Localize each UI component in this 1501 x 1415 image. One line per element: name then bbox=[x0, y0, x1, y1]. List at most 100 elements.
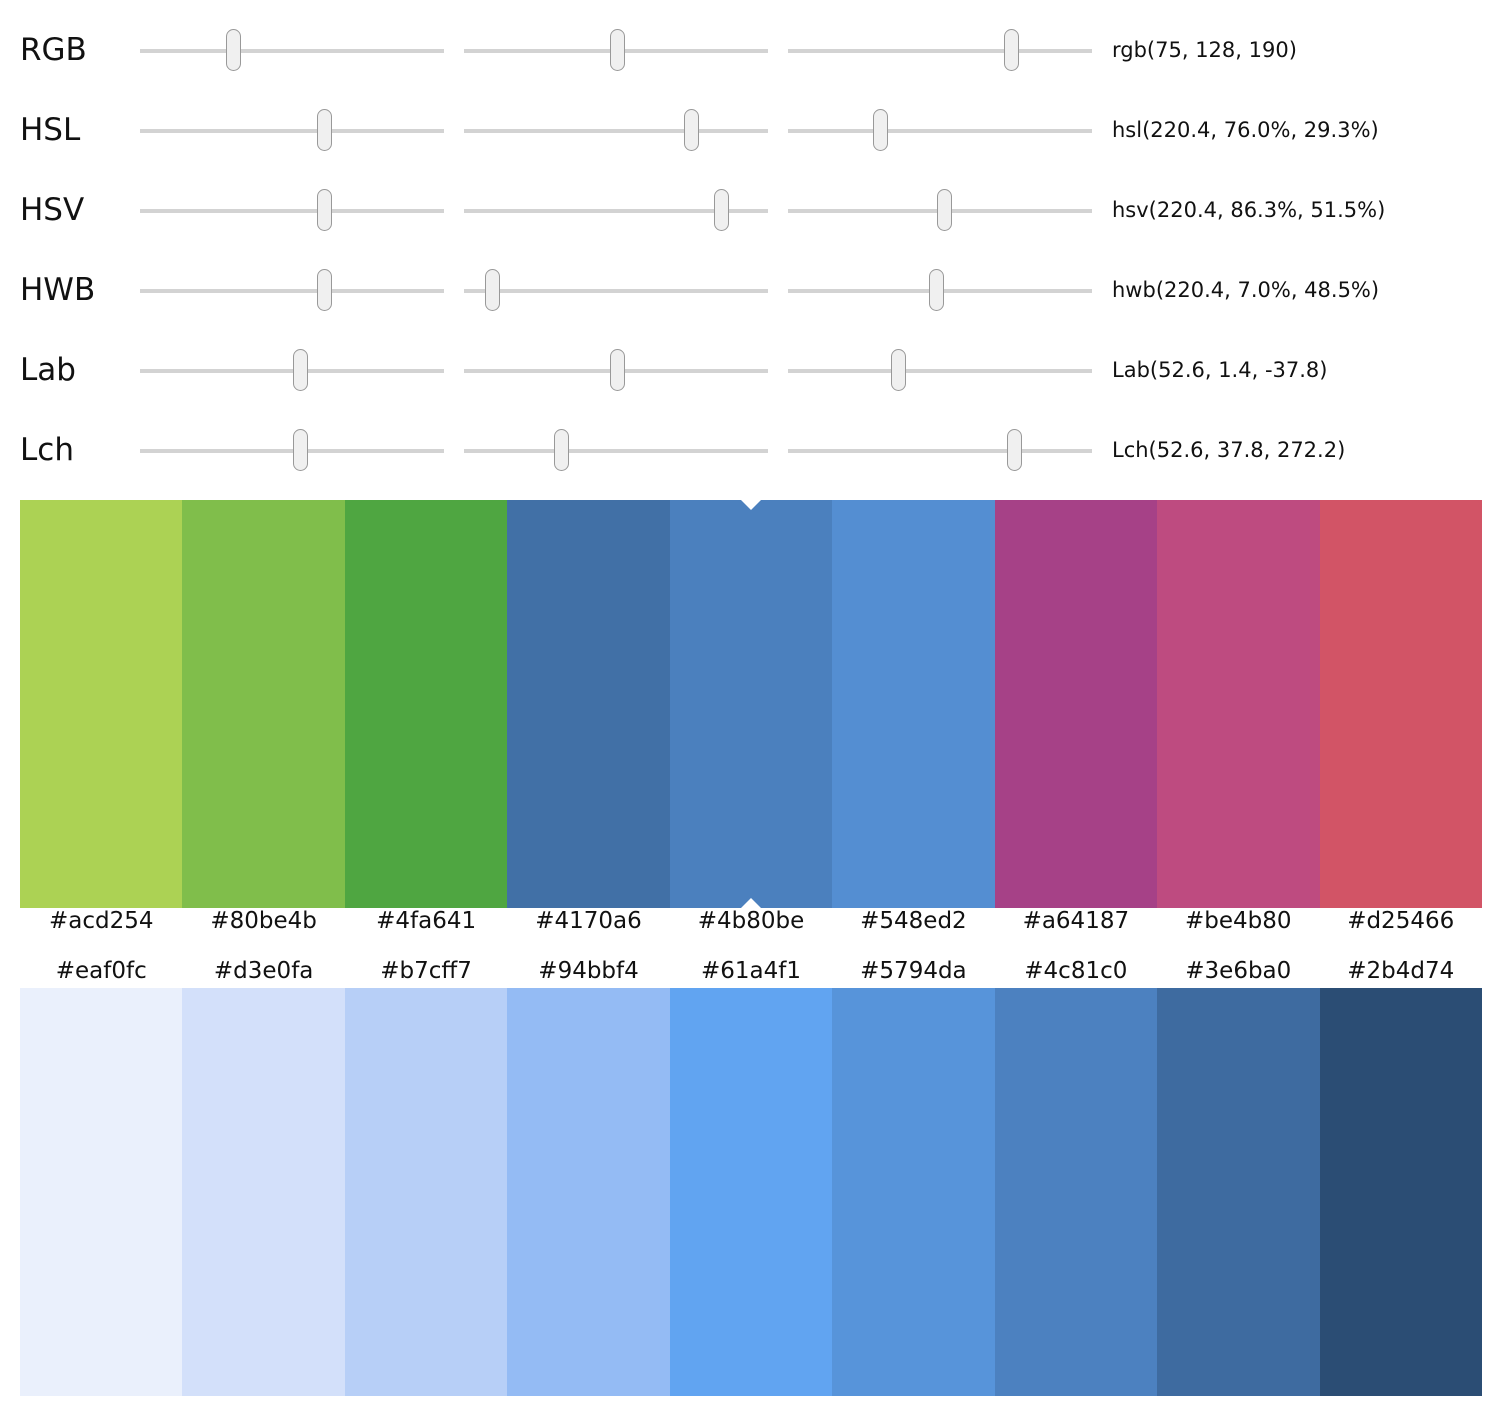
rgb-slider-2[interactable] bbox=[464, 10, 768, 90]
slider-thumb[interactable] bbox=[873, 109, 889, 151]
color-swatch[interactable] bbox=[182, 988, 345, 1396]
slider-track[interactable] bbox=[788, 369, 1092, 373]
hwb-slider-2[interactable] bbox=[464, 250, 768, 330]
model-label: HSV bbox=[20, 192, 85, 228]
color-swatch[interactable] bbox=[20, 500, 183, 908]
slider-thumb[interactable] bbox=[317, 189, 333, 231]
model-readout: hsv(220.4, 86.3%, 51.5%) bbox=[1112, 198, 1386, 222]
lab-slider-2[interactable] bbox=[464, 330, 768, 410]
swatch-hex-label: #4c81c0 bbox=[1024, 958, 1128, 984]
slider-track[interactable] bbox=[140, 129, 444, 133]
swatch-hex-label: #548ed2 bbox=[860, 908, 967, 934]
model-label: HSL bbox=[20, 112, 81, 148]
swatch-hex-label: #3e6ba0 bbox=[1185, 958, 1292, 984]
slider-track[interactable] bbox=[140, 369, 444, 373]
slider-track[interactable] bbox=[788, 129, 1092, 133]
slider-thumb[interactable] bbox=[225, 29, 241, 71]
shade-palette bbox=[20, 988, 1482, 1396]
hwb-slider-1[interactable] bbox=[140, 250, 444, 330]
slider-track[interactable] bbox=[788, 49, 1092, 53]
slider-thumb[interactable] bbox=[292, 429, 308, 471]
lch-slider-1[interactable] bbox=[140, 410, 444, 490]
model-row-hsv: HSV hsv(220.4, 86.3%, 51.5%) bbox=[0, 160, 1501, 240]
color-swatch[interactable] bbox=[1157, 988, 1320, 1396]
slider-thumb[interactable] bbox=[554, 429, 570, 471]
slider-track[interactable] bbox=[464, 449, 768, 453]
hsv-slider-2[interactable] bbox=[464, 170, 768, 250]
swatch-hex-label: #eaf0fc bbox=[55, 958, 147, 984]
model-label: RGB bbox=[20, 32, 87, 68]
swatch-hex-label: #4170a6 bbox=[535, 908, 642, 934]
model-label: Lab bbox=[20, 352, 76, 388]
slider-thumb[interactable] bbox=[485, 269, 501, 311]
swatch-hex-label: #b7cff7 bbox=[380, 958, 472, 984]
color-swatch[interactable] bbox=[1319, 500, 1482, 908]
slider-thumb[interactable] bbox=[317, 269, 333, 311]
hsl-slider-2[interactable] bbox=[464, 90, 768, 170]
swatch-hex-label: #a64187 bbox=[1022, 908, 1130, 934]
hsv-slider-1[interactable] bbox=[140, 170, 444, 250]
slider-thumb[interactable] bbox=[937, 189, 953, 231]
lch-slider-3[interactable] bbox=[788, 410, 1092, 490]
color-swatch[interactable] bbox=[832, 988, 995, 1396]
slider-track[interactable] bbox=[464, 209, 768, 213]
color-swatch[interactable] bbox=[669, 988, 833, 1396]
lab-slider-1[interactable] bbox=[140, 330, 444, 410]
slider-thumb[interactable] bbox=[292, 349, 308, 391]
lab-slider-3[interactable] bbox=[788, 330, 1092, 410]
slider-thumb[interactable] bbox=[891, 349, 906, 391]
hwb-slider-3[interactable] bbox=[788, 250, 1092, 330]
swatch-hex-label: #61a4f1 bbox=[700, 958, 801, 984]
slider-thumb[interactable] bbox=[713, 189, 729, 231]
slider-thumb[interactable] bbox=[683, 109, 699, 151]
color-swatch[interactable] bbox=[1319, 988, 1482, 1396]
swatch-hex-label: #d25466 bbox=[1347, 908, 1455, 934]
swatch-hex-label: #2b4d74 bbox=[1347, 958, 1455, 984]
slider-thumb[interactable] bbox=[609, 29, 625, 71]
slider-track[interactable] bbox=[464, 289, 768, 293]
swatch-hex-label: #be4b80 bbox=[1185, 908, 1292, 934]
slider-track[interactable] bbox=[140, 49, 444, 53]
color-swatch[interactable] bbox=[507, 988, 670, 1396]
swatch-hex-label: #d3e0fa bbox=[213, 958, 314, 984]
slider-thumb[interactable] bbox=[1003, 29, 1019, 71]
swatch-hex-label: #4fa641 bbox=[376, 908, 477, 934]
color-swatch[interactable] bbox=[1157, 500, 1320, 908]
model-readout: rgb(75, 128, 190) bbox=[1112, 38, 1297, 62]
rgb-slider-1[interactable] bbox=[140, 10, 444, 90]
rgb-slider-3[interactable] bbox=[788, 10, 1092, 90]
slider-track[interactable] bbox=[140, 289, 444, 293]
slider-thumb[interactable] bbox=[610, 349, 626, 391]
slider-track[interactable] bbox=[464, 129, 768, 133]
swatch-hex-label: #94bbf4 bbox=[538, 958, 639, 984]
color-swatch[interactable] bbox=[344, 988, 508, 1396]
selected-marker-top bbox=[741, 500, 761, 510]
model-readout: Lab(52.6, 1.4, -37.8) bbox=[1112, 358, 1328, 382]
color-swatch[interactable] bbox=[20, 988, 183, 1396]
model-readout: Lch(52.6, 37.8, 272.2) bbox=[1112, 438, 1346, 462]
hsl-slider-3[interactable] bbox=[788, 90, 1092, 170]
color-swatch[interactable] bbox=[994, 988, 1158, 1396]
model-readout: hwb(220.4, 7.0%, 48.5%) bbox=[1112, 278, 1380, 302]
hsv-slider-3[interactable] bbox=[788, 170, 1092, 250]
lch-slider-2[interactable] bbox=[464, 410, 768, 490]
slider-thumb[interactable] bbox=[928, 269, 944, 311]
color-swatch[interactable] bbox=[344, 500, 508, 908]
color-swatch[interactable] bbox=[669, 500, 833, 908]
color-swatch[interactable] bbox=[832, 500, 995, 908]
swatch-hex-label: #5794da bbox=[860, 958, 967, 984]
slider-thumb[interactable] bbox=[317, 109, 333, 151]
swatch-hex-label: #4b80be bbox=[697, 908, 805, 934]
slider-track[interactable] bbox=[140, 209, 444, 213]
color-swatch[interactable] bbox=[507, 500, 670, 908]
color-swatch[interactable] bbox=[994, 500, 1158, 908]
hsl-slider-1[interactable] bbox=[140, 90, 444, 170]
slider-track[interactable] bbox=[140, 449, 444, 453]
slider-thumb[interactable] bbox=[1006, 429, 1022, 471]
model-label: Lch bbox=[20, 432, 74, 468]
harmony-palette bbox=[20, 500, 1482, 908]
swatch-hex-label: #acd254 bbox=[48, 908, 154, 934]
color-swatch[interactable] bbox=[182, 500, 345, 908]
slider-track[interactable] bbox=[788, 449, 1092, 453]
model-row-hsl: HSL hsl(220.4, 76.0%, 29.3%) bbox=[0, 80, 1501, 160]
